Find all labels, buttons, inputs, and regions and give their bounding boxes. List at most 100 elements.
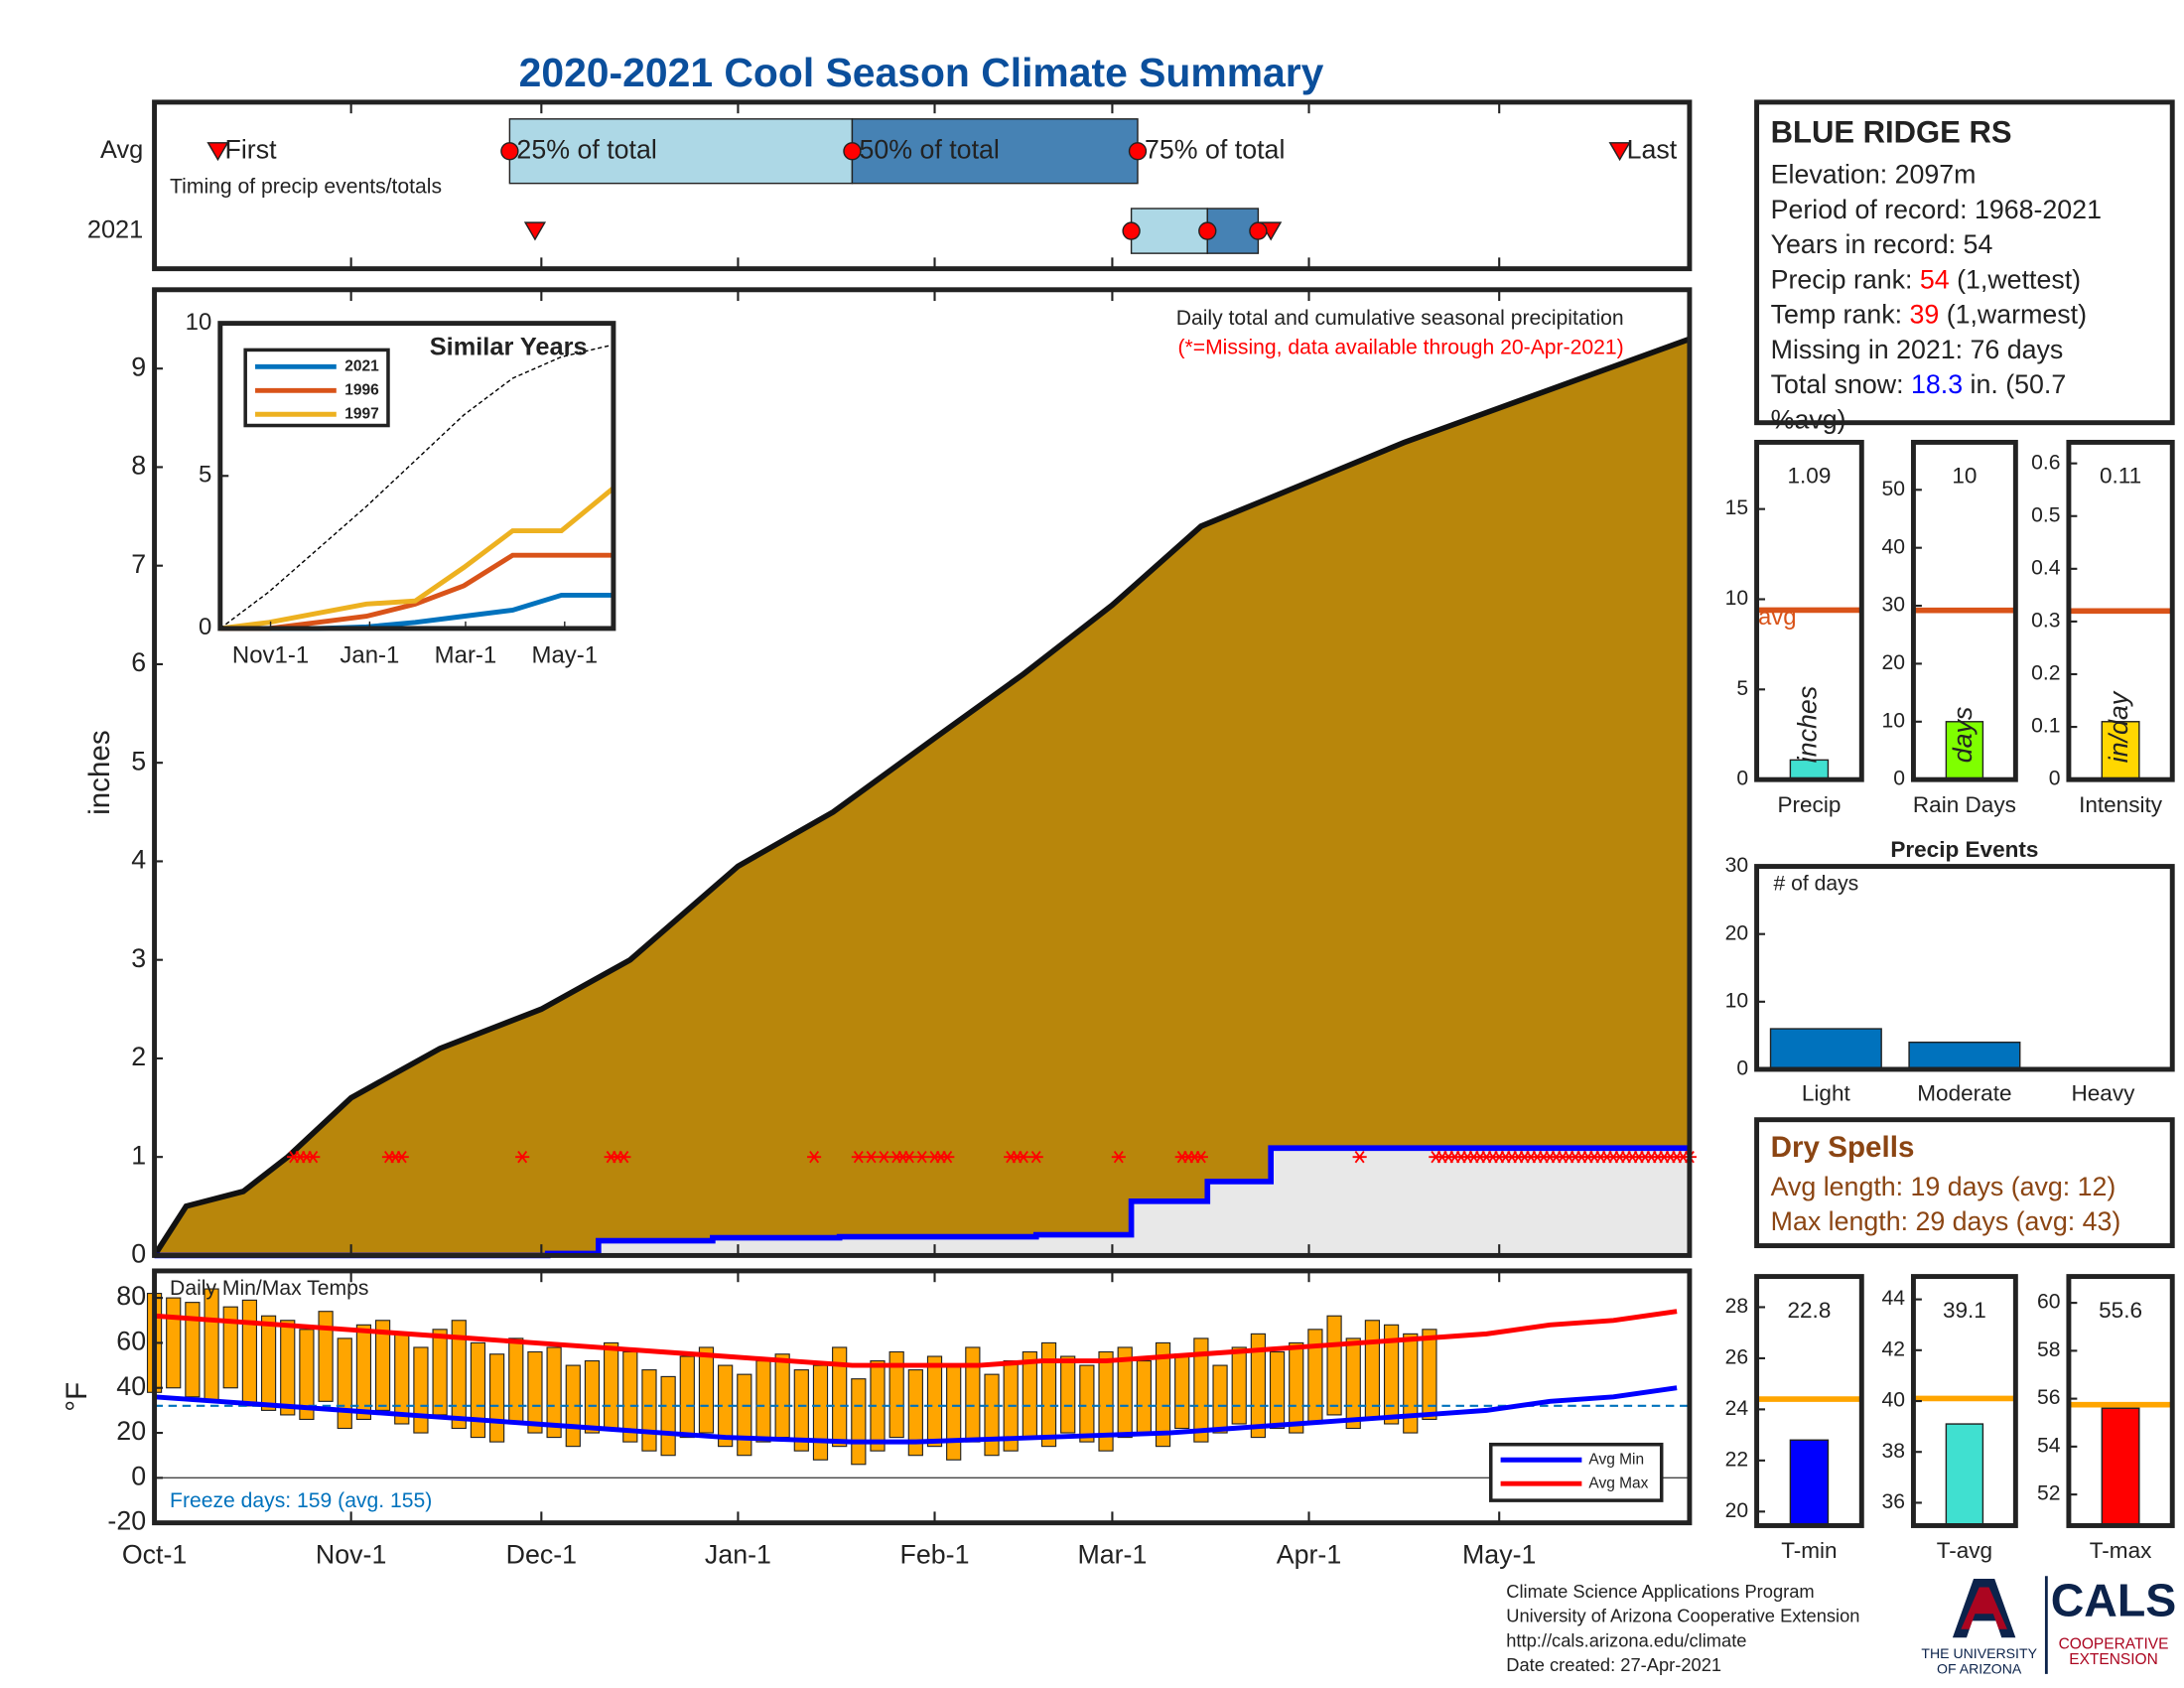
- axes-frame: [217, 321, 616, 632]
- panel-title: Precip Events: [1890, 837, 2038, 862]
- line: [154, 1385, 1678, 1445]
- bar: [1789, 759, 1830, 780]
- station-line: Period of record: 1968-2021: [1771, 195, 2102, 224]
- station-text: (1,warmest): [1939, 300, 2087, 330]
- station-line: %avg): [1771, 404, 1846, 434]
- x-tick-label: Feb-1: [900, 1540, 970, 1570]
- temp-range-bar: [241, 1299, 258, 1407]
- line: [219, 486, 615, 632]
- axes-frame: [1754, 439, 1864, 782]
- station-text: 39: [1909, 300, 1939, 330]
- x-tick-label: Jan-1: [705, 1540, 771, 1570]
- y-tick-label: 10: [1725, 587, 1748, 610]
- value-label: 0.11: [2100, 464, 2141, 489]
- temp-range-bar: [527, 1350, 543, 1434]
- y-tick-label: 5: [131, 746, 146, 775]
- station-line: Temp rank: 39 (1,warmest): [1771, 300, 2087, 330]
- y-tick-label: 52: [2037, 1482, 2061, 1505]
- temp-range-bar: [774, 1353, 790, 1439]
- temp-range-bar: [1289, 1341, 1304, 1434]
- station-text: Temp rank:: [1771, 300, 1910, 330]
- station-text: Elevation: 2097m: [1771, 160, 1977, 190]
- timing-label: First: [225, 134, 278, 164]
- temp-range-bar: [832, 1346, 848, 1448]
- temp-range-bar: [851, 1378, 867, 1466]
- station-text: 18.3: [1911, 369, 1963, 399]
- unit-label: inches: [1793, 686, 1823, 763]
- y-tick-label: 10: [186, 309, 212, 336]
- y-tick-label: 0: [1736, 768, 1748, 790]
- y-tick-label: 20: [1725, 921, 1748, 944]
- missing-marker: [807, 1150, 822, 1164]
- y-tick-label: 80: [116, 1281, 146, 1311]
- temp-range-bar: [488, 1353, 505, 1443]
- bar: [1789, 1439, 1830, 1527]
- axes-frame: [152, 287, 1693, 1258]
- temp-range-bar: [1117, 1346, 1133, 1439]
- x-tick-label: Nov-1: [316, 1540, 386, 1570]
- bar: [1769, 1028, 1882, 1070]
- temp-range-bar: [1060, 1355, 1076, 1434]
- footer-line: http://cals.arizona.edu/climate: [1506, 1629, 1746, 1650]
- area: [154, 339, 1690, 1256]
- line: [219, 344, 614, 630]
- ua-logo-shape: [1961, 1587, 2007, 1629]
- legend-label: 1996: [344, 381, 379, 398]
- category-label: T-avg: [1937, 1538, 1992, 1563]
- y-axis-label: °F: [61, 1382, 93, 1412]
- temp-range-bar: [755, 1359, 771, 1443]
- category-label: T-max: [2090, 1538, 2152, 1563]
- temp-range-bar: [698, 1346, 715, 1434]
- y-tick-label: 0.4: [2031, 556, 2061, 579]
- dry-spells-title: Dry Spells: [1771, 1131, 1915, 1164]
- temp-range-bar: [204, 1288, 219, 1402]
- ua-logo-text: OF ARIZONA: [1937, 1660, 2022, 1676]
- x-tick-label: Jan-1: [340, 641, 399, 668]
- cals-logo-text: COOPERATIVE: [2059, 1635, 2169, 1652]
- y-tick-label: 2: [131, 1042, 146, 1071]
- temp-range-bar: [355, 1324, 372, 1421]
- timing-triangle: [206, 142, 229, 162]
- temp-range-bar: [508, 1337, 524, 1425]
- axes-frame: [2066, 1274, 2175, 1528]
- y-tick-label: 10: [1881, 709, 1905, 732]
- line: [154, 1309, 1678, 1368]
- timing-dot: [1122, 221, 1141, 240]
- timing-triangle: [1608, 142, 1631, 162]
- y-tick-label: 10: [1725, 989, 1748, 1012]
- quartile-box: [1130, 208, 1208, 254]
- annotation: Timing of precip events/totals: [170, 175, 442, 198]
- temp-range-bar: [1345, 1337, 1361, 1430]
- quartile-box: [851, 118, 1139, 185]
- temp-range-bar: [926, 1355, 943, 1448]
- missing-marker: [877, 1150, 891, 1164]
- y-tick-label: 50: [1881, 478, 1905, 500]
- y-tick-label: 40: [1881, 1389, 1905, 1412]
- y-tick-label: 42: [1881, 1337, 1905, 1360]
- y-tick-label: 54: [2037, 1434, 2061, 1457]
- row-label: 2021: [87, 215, 143, 243]
- y-tick-label: 0.1: [2031, 715, 2060, 738]
- temp-range-bar: [1193, 1337, 1209, 1443]
- y-tick-label: 28: [1725, 1295, 1748, 1318]
- temp-range-bar: [965, 1346, 981, 1443]
- x-tick-label: Moderate: [1917, 1080, 2011, 1105]
- temp-range-bar: [166, 1297, 182, 1389]
- y-tick-label: 22: [1725, 1448, 1748, 1471]
- station-line: Missing in 2021: 76 days: [1771, 335, 2064, 364]
- temp-range-bar: [1383, 1324, 1400, 1425]
- temp-range-bar: [660, 1375, 676, 1457]
- y-tick-label: 0: [131, 1239, 146, 1269]
- category-label: T-min: [1781, 1538, 1837, 1563]
- temp-range-bar: [1250, 1333, 1267, 1439]
- temp-range-bar: [1174, 1353, 1190, 1430]
- missing-marker: [1352, 1150, 1367, 1164]
- station-text: %avg): [1771, 404, 1846, 434]
- legend-label: Avg Max: [1588, 1475, 1648, 1491]
- y-tick-label: 5: [199, 462, 211, 489]
- note: (*=Missing, data available through 20-Ap…: [1177, 337, 1623, 359]
- temp-range-bar: [1403, 1333, 1419, 1434]
- temp-range-bar: [470, 1341, 486, 1439]
- timing-label: 25% of total: [516, 134, 656, 164]
- category-label: Rain Days: [1913, 792, 2016, 817]
